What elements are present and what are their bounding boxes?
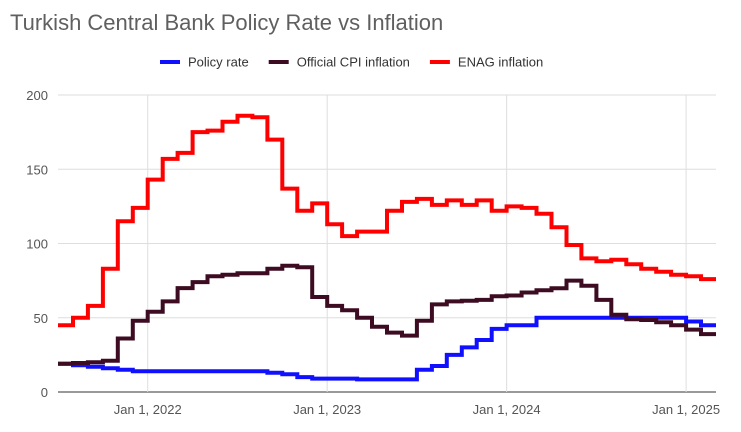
legend-label: ENAG inflation: [458, 55, 543, 70]
series-lines: [58, 113, 716, 382]
legend-label: Official CPI inflation: [297, 55, 410, 70]
y-tick-label: 100: [26, 237, 48, 252]
y-tick-label: 200: [26, 88, 48, 103]
x-axis-ticks: Jan 1, 2022 Jan 1, 2023 Jan 1, 2024 Jan 1, …: [114, 402, 720, 417]
legend: Policy rate Official CPI inflation ENAG in…: [160, 55, 543, 70]
y-axis-ticks: 0 50 100 150 200: [26, 88, 48, 400]
y-tick-label: 0: [41, 385, 48, 400]
x-tick-label: Jan 1, 2022: [114, 402, 182, 417]
series-line-2: [58, 113, 716, 328]
y-tick-label: 50: [34, 311, 48, 326]
x-tick-label: Jan 1, 2025: [652, 402, 720, 417]
series-line-1: [58, 263, 716, 366]
series-line-0: [58, 315, 716, 382]
x-tick-label: Jan 1, 2024: [473, 402, 541, 417]
grid: [58, 94, 716, 393]
legend-label: Policy rate: [188, 55, 249, 70]
chart-title: Turkish Central Bank Policy Rate vs Infl…: [10, 10, 443, 35]
y-tick-label: 150: [26, 162, 48, 177]
x-tick-label: Jan 1, 2023: [293, 402, 361, 417]
